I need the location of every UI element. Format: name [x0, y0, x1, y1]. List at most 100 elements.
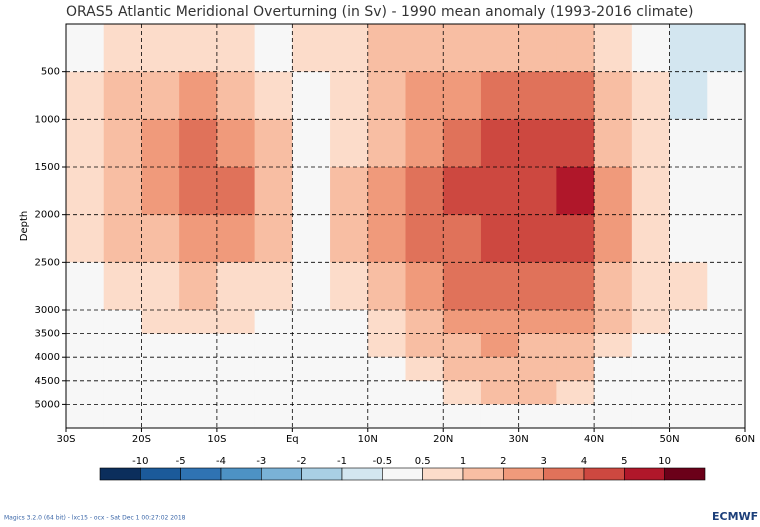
contour-cell — [556, 71, 595, 120]
contour-cell — [556, 380, 595, 405]
contour-cell — [367, 214, 406, 263]
contour-cell — [141, 214, 180, 263]
contour-cell — [254, 357, 293, 382]
contour-cell — [631, 333, 671, 358]
contour-cell — [179, 380, 218, 405]
contour-cell — [518, 119, 557, 168]
contour-cell — [405, 167, 444, 216]
contour-cell — [556, 262, 595, 311]
contour-cell — [367, 262, 406, 311]
contour-cell — [405, 214, 444, 263]
contour-cell — [518, 71, 557, 120]
y-tick-label: 3000 — [35, 305, 60, 316]
contour-cell — [103, 310, 142, 335]
colorbar-box — [624, 467, 665, 481]
contour-cell — [631, 167, 671, 216]
contour-cell — [443, 404, 482, 429]
contour-cell — [556, 404, 595, 429]
colorbar-box — [664, 467, 706, 481]
colorbar-label: 1 — [460, 456, 466, 467]
contour-cell — [254, 310, 293, 335]
contour-cell — [216, 214, 256, 263]
colorbar-box — [422, 467, 464, 481]
contour-cell — [443, 119, 482, 168]
contour-cell — [405, 24, 444, 73]
contour-cell — [367, 357, 406, 382]
contour-cell — [480, 333, 520, 358]
contour-cell — [292, 214, 331, 263]
contour-cell — [443, 262, 482, 311]
contour-cell — [216, 357, 256, 382]
contour-cell — [556, 167, 595, 216]
contour-cell — [367, 310, 406, 335]
contour-cell — [66, 214, 105, 263]
x-tick-label: 10N — [358, 434, 378, 445]
contour-cell — [707, 333, 746, 358]
contour-cell — [141, 404, 180, 429]
colorbar-box — [583, 467, 625, 481]
contour-cell — [480, 404, 520, 429]
contour-cell — [556, 310, 595, 335]
colorbar-box — [301, 467, 343, 481]
contour-cell — [631, 71, 671, 120]
contour-cell — [669, 333, 708, 358]
contour-cell — [669, 404, 708, 429]
contour-cell — [292, 333, 331, 358]
contour-cell — [707, 167, 746, 216]
contour-cell — [330, 24, 369, 73]
contour-cell — [443, 167, 482, 216]
x-tick-label: Eq — [286, 434, 299, 445]
footer: Magics 3.2.0 (64 bit) - lxc15 - ocx - Sa… — [4, 515, 186, 522]
colorbar-label: 4 — [581, 456, 587, 467]
contour-cell — [292, 167, 331, 216]
contour-cell — [594, 119, 633, 168]
contour-cell — [179, 333, 218, 358]
contour-cell — [518, 262, 557, 311]
contour-cell — [330, 357, 369, 382]
contour-cell — [367, 333, 406, 358]
y-tick-label: 4000 — [35, 352, 60, 363]
contour-cell — [405, 310, 444, 335]
contour-cell — [292, 404, 331, 429]
contour-cell — [707, 214, 746, 263]
contour-cell — [518, 214, 557, 263]
contour-cell — [66, 380, 105, 405]
contour-cell — [631, 262, 671, 311]
contour-cell — [141, 380, 180, 405]
contour-cell — [405, 357, 444, 382]
contour-cell — [443, 71, 482, 120]
contour-cell — [216, 333, 256, 358]
contour-cell — [330, 333, 369, 358]
contour-cell — [216, 262, 256, 311]
contour-cell — [66, 71, 105, 120]
contour-cell — [103, 333, 142, 358]
colorbar-box — [382, 467, 423, 481]
contour-cell — [556, 119, 595, 168]
contour-cell — [66, 404, 105, 429]
x-tick-label: 50N — [659, 434, 679, 445]
contour-cell — [292, 71, 331, 120]
contour-cell — [631, 310, 671, 335]
contour-cell — [103, 262, 142, 311]
colorbar-box — [99, 467, 141, 481]
contour-cell — [443, 214, 482, 263]
contour-cell — [669, 262, 708, 311]
colorbar-box — [180, 467, 222, 481]
contour-cell — [66, 24, 105, 73]
colorbar-label: -10 — [132, 456, 148, 467]
contour-cell — [103, 167, 142, 216]
contour-cell — [216, 119, 256, 168]
contour-cell — [594, 214, 633, 263]
contour-cell — [103, 357, 142, 382]
contour-cell — [480, 71, 520, 120]
contour-cell — [292, 380, 331, 405]
contour-cell — [66, 262, 105, 311]
contour-cell — [179, 404, 218, 429]
contour-cell — [518, 380, 557, 405]
contour-cell — [480, 380, 520, 405]
colorbar-box — [341, 467, 383, 481]
y-tick-label: 3500 — [35, 329, 60, 340]
contour-cell — [66, 167, 105, 216]
contour-cell — [631, 380, 671, 405]
contour-cell — [556, 333, 595, 358]
